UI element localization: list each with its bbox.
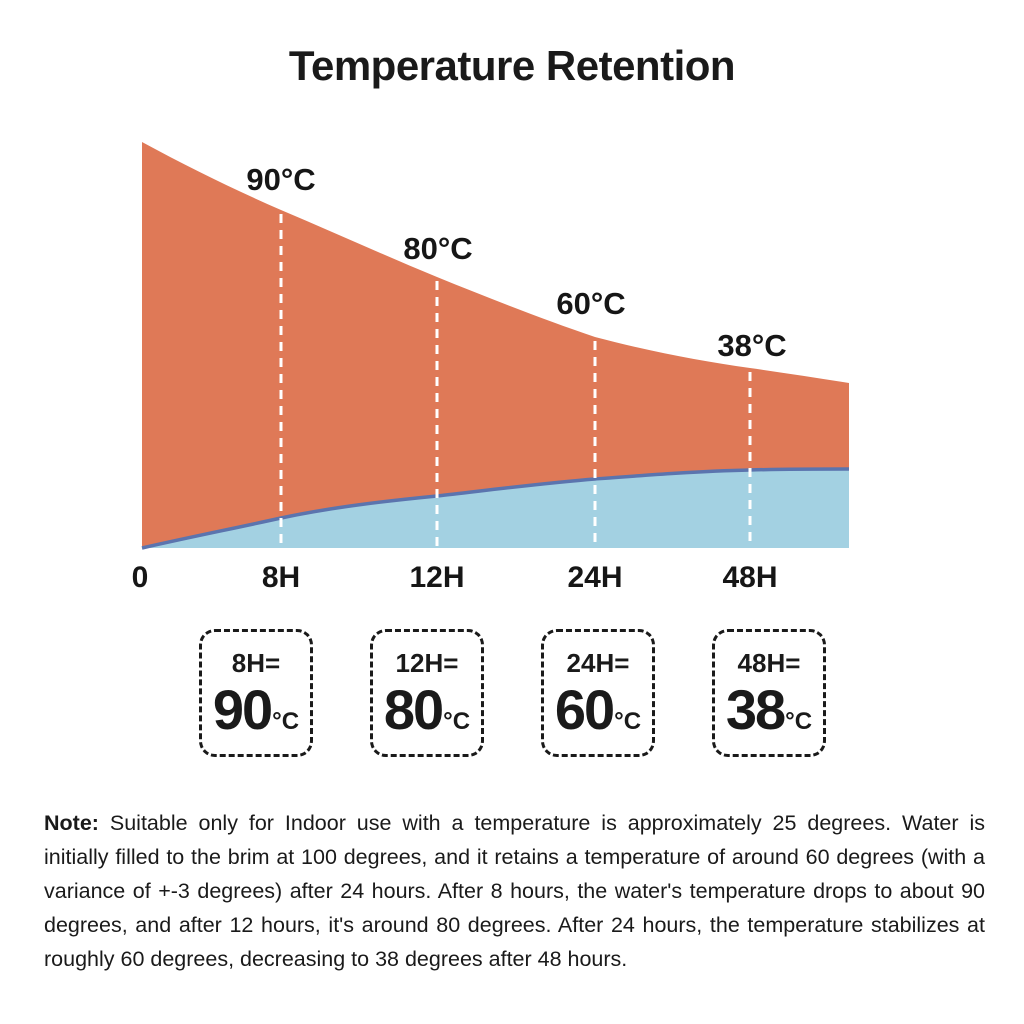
x-tick-12h: 12H [409, 561, 464, 594]
callout-box-8h: 8H= 90 °C [199, 629, 313, 757]
x-tick-24h: 24H [567, 561, 622, 594]
callout-hours-label: 12H= [395, 648, 459, 678]
point-label-90c: 90°C [246, 162, 315, 197]
x-tick-48h: 48H [722, 561, 777, 594]
point-label-80c: 80°C [403, 231, 472, 266]
cool-area-path [142, 469, 849, 548]
point-label-60c: 60°C [556, 286, 625, 321]
temperature-retention-chart: 90°C 80°C 60°C 38°C 0 8H 12H 24H 48H [132, 142, 850, 594]
callout-temp-value: 90 [212, 678, 273, 742]
note-paragraph: Note: Suitable only for Indoor use with … [44, 806, 985, 976]
x-tick-8h: 8H [262, 561, 300, 594]
note-text: Suitable only for Indoor use with a temp… [44, 810, 985, 971]
callout-hours-label: 48H= [737, 648, 801, 678]
note-label: Note: [44, 810, 99, 835]
callout-temp-unit: °C [272, 708, 300, 736]
point-label-38c: 38°C [717, 328, 786, 363]
callout-temp-value: 60 [554, 678, 615, 742]
callout-temp-unit: °C [785, 708, 813, 736]
temperature-callout-row: 8H= 90 °C 12H= 80 °C 24H= 60 °C 48H= 38 [199, 629, 826, 757]
hot-area-path [142, 142, 849, 548]
page-title: Temperature Retention [288, 42, 736, 89]
callout-box-48h: 48H= 38 °C [712, 629, 826, 757]
callout-box-24h: 24H= 60 °C [541, 629, 655, 757]
callout-temp-unit: °C [443, 708, 471, 736]
callout-temp-value: 80 [383, 678, 444, 742]
x-tick-0: 0 [132, 561, 149, 594]
callout-hours-label: 24H= [566, 648, 630, 678]
callout-temp-value: 38 [725, 678, 786, 742]
callout-hours-label: 8H= [231, 648, 281, 678]
callout-box-12h: 12H= 80 °C [370, 629, 484, 757]
callout-temp-unit: °C [614, 708, 642, 736]
